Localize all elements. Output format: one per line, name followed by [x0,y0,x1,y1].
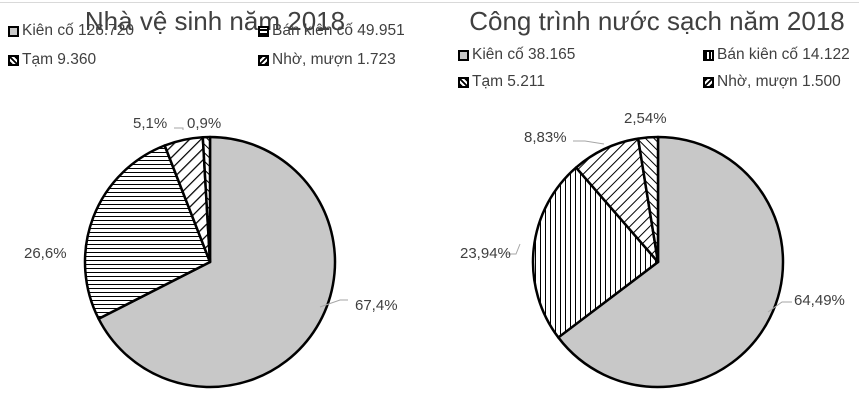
pie-chart [506,135,792,389]
slice-label-nho-muon: 2,54% [624,110,667,127]
pie-slice-nhờ-mượn [201,135,212,264]
legend-label: Bán kiên cố 14.122 [717,46,850,63]
legend-swatch-vertical-icon [703,49,714,61]
chart-title: Nhà vệ sinh năm 2018 [84,6,346,36]
chart-title: Công trình nước sạch năm 2018 [469,6,845,36]
chart-toilets-2018: Nhà vệ sinh năm 2018 Kiên cố 126.720 Bán… [8,6,405,389]
legend-label: Tạm 9.360 [22,51,97,68]
chart-clean-water-2018: Công trình nước sạch năm 2018 Kiên cố 38… [430,0,859,418]
pie-slice-bán-kiên-cố [83,144,212,321]
legend-label: Tạm 5.211 [472,73,545,90]
legend-swatch-solid-icon [458,49,469,61]
pie-slice-kiên-cố [557,135,785,389]
legend-item-tam: Tạm 5.211 [458,73,545,91]
legend-swatch-horizontal-icon [258,25,269,37]
legend-item-nho-muon: Nhờ, mượn 1.723 [258,51,396,69]
slice-label-ban-kien-co: 26,6% [24,245,67,262]
pie-slice-kiên-cố [97,135,337,389]
pie-slice-bán-kiên-cố [531,166,660,339]
legend-label: Nhờ, mượn 1.723 [272,51,396,68]
legend-item-nho-muon: Nhờ, mượn 1.500 [703,73,841,91]
legend-item-ban-kien-co: Bán kiên cố 14.122 [703,46,850,64]
slice-label-tam: 8,83% [524,129,567,146]
legend-item-tam: Tạm 9.360 [8,51,96,69]
legend-swatch-diagonal-up-icon [703,76,714,88]
slice-label-kien-co: 64,49% [794,292,845,309]
slice-label-kien-co: 67,4% [355,297,398,314]
legend-item-kien-co: Kiên cố 38.165 [458,46,575,64]
legend-label: Kiên cố 126.720 [22,22,135,39]
legend-swatch-diagonal-up-icon [258,54,269,66]
legend-swatch-diagonal-down-icon [8,54,19,66]
slice-label-nho-muon: 0,9% [187,115,222,132]
legend-swatch-solid-icon [8,25,19,37]
legend-label: Kiên cố 38.165 [472,46,576,63]
legend-item-ban-kien-co: Bán kiên cố 49.951 [258,22,405,40]
top-border [0,2,859,3]
legend-label: Bán kiên cố 49.951 [272,22,405,39]
legend-item-kien-co: Kiên cố 126.720 [8,22,134,40]
legend-swatch-diagonal-down-icon [458,76,469,88]
slice-label-tam: 5,1% [133,115,168,132]
pie-slice-nhờ-mượn [636,135,660,264]
pie-chart [83,127,348,389]
legend-label: Nhờ, mượn 1.500 [717,73,841,90]
slice-label-ban-kien-co: 23,94% [460,245,511,262]
